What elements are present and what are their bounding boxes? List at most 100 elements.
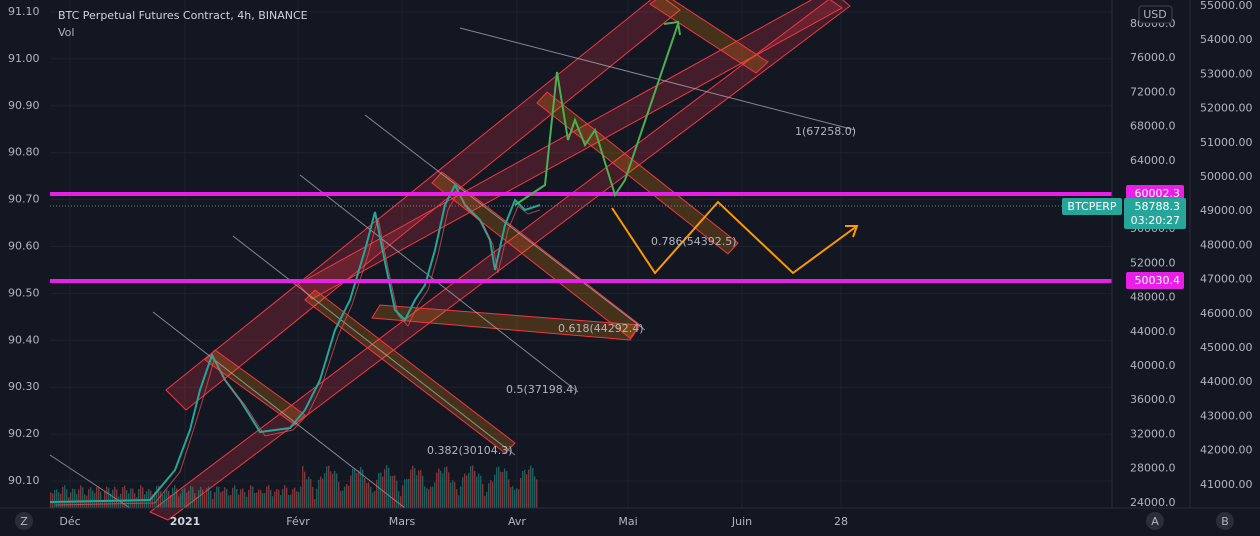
volume-bar xyxy=(244,492,246,508)
volume-bar xyxy=(420,470,422,508)
volume-bar xyxy=(54,489,56,508)
volume-bar xyxy=(184,488,186,508)
button-label[interactable]: Z xyxy=(20,515,28,528)
volume-bar xyxy=(306,479,308,508)
volume-bar xyxy=(230,495,232,508)
volume-bar xyxy=(416,475,418,508)
volume-bar xyxy=(536,479,538,508)
down-channel xyxy=(536,91,739,255)
volume-bar xyxy=(320,476,322,508)
volume-bar xyxy=(270,489,272,508)
volume-bar xyxy=(72,488,74,508)
volume-bar xyxy=(100,491,102,508)
volume-bar xyxy=(126,490,128,508)
volume-bar xyxy=(374,491,376,508)
left-tick-label: 90.80 xyxy=(8,146,40,159)
volume-bar xyxy=(294,487,296,508)
volume-bar xyxy=(278,489,280,508)
volume-bar xyxy=(280,495,282,508)
volume-bar xyxy=(64,485,66,508)
level-price: 60002.3 xyxy=(1135,187,1181,200)
button[interactable] xyxy=(1146,512,1164,530)
volume-bar xyxy=(114,486,116,508)
volume-bar xyxy=(168,490,170,508)
volume-bar xyxy=(318,479,320,508)
volume-bar xyxy=(488,483,490,508)
button-label[interactable]: A xyxy=(1151,515,1159,528)
volume-bar xyxy=(476,476,478,508)
down-channel xyxy=(431,171,641,339)
volume-bar xyxy=(474,470,476,508)
left-tick-label: 91.00 xyxy=(8,52,40,65)
volume-bar xyxy=(392,475,394,508)
volume-bar xyxy=(98,486,100,508)
volume-bar xyxy=(470,466,472,508)
volume-bar xyxy=(312,486,314,508)
volume-bar xyxy=(424,486,426,508)
up-channel xyxy=(165,0,681,411)
button-label[interactable]: B xyxy=(1221,515,1229,528)
currency[interactable]: USD xyxy=(1143,8,1167,21)
volume-bar xyxy=(482,483,484,508)
volume-bar xyxy=(366,483,368,508)
volume-bar xyxy=(516,488,518,508)
price-tick-label: 24000.0 xyxy=(1130,496,1176,509)
right-tick-label: 49000.00 xyxy=(1200,204,1253,217)
volume-bar xyxy=(508,479,510,508)
fib-label: 1(67258.0) xyxy=(795,125,856,138)
volume-bar xyxy=(492,481,494,508)
volume-bar xyxy=(254,493,256,508)
volume-bar xyxy=(224,487,226,508)
volume-bar xyxy=(130,488,132,508)
volume-bar xyxy=(378,473,380,508)
volume-bar xyxy=(202,489,204,508)
volume-bar xyxy=(408,478,410,508)
volume-bar xyxy=(218,486,220,508)
volume-bar xyxy=(316,488,318,508)
volume-bar xyxy=(402,485,404,508)
volume-bar xyxy=(412,465,414,508)
volume-bar xyxy=(240,489,242,508)
volume-bar xyxy=(500,471,502,508)
indicator-label: Vol xyxy=(58,26,74,39)
right-tick-label: 54000.00 xyxy=(1200,33,1253,46)
right-tick-label: 52000.00 xyxy=(1200,102,1253,115)
volume-bar xyxy=(274,491,276,508)
volume-bar xyxy=(260,489,262,508)
time-tick-label: Juin xyxy=(731,515,752,528)
right-tick-label: 48000.00 xyxy=(1200,238,1253,251)
volume-bar xyxy=(250,485,252,508)
volume-bar xyxy=(56,489,58,508)
symbol-badge xyxy=(1062,198,1122,215)
volume-bar xyxy=(520,477,522,508)
right-tick-label: 55000.00 xyxy=(1200,0,1253,12)
volume-bar xyxy=(346,484,348,508)
right-tick-label: 41000.00 xyxy=(1200,478,1253,491)
volume-bar xyxy=(398,491,400,508)
down-channel xyxy=(304,289,516,454)
price-tick-label: 44000.0 xyxy=(1130,325,1176,338)
volume-bar xyxy=(410,469,412,508)
volume-bar xyxy=(140,485,142,508)
volume-bar xyxy=(428,489,430,508)
volume-bar xyxy=(356,472,358,508)
volume-bar xyxy=(406,478,408,508)
volume-bar xyxy=(154,491,156,508)
volume-bar xyxy=(460,486,462,508)
volume-bar xyxy=(194,493,196,508)
countdown: 03:20:27 xyxy=(1131,214,1180,227)
volume-bar xyxy=(192,486,194,508)
volume-bar xyxy=(262,492,264,508)
volume-bar xyxy=(226,488,228,508)
button[interactable] xyxy=(1216,512,1234,530)
volume-bar xyxy=(186,492,188,508)
volume-bar xyxy=(528,469,530,508)
volume-bar xyxy=(242,488,244,508)
volume-bar xyxy=(324,473,326,508)
currency-button[interactable] xyxy=(1138,5,1173,24)
button[interactable] xyxy=(15,512,33,530)
volume-bar xyxy=(180,493,182,508)
volume-bar xyxy=(480,475,482,508)
volume-bar xyxy=(162,494,164,508)
volume-bar xyxy=(350,475,352,508)
